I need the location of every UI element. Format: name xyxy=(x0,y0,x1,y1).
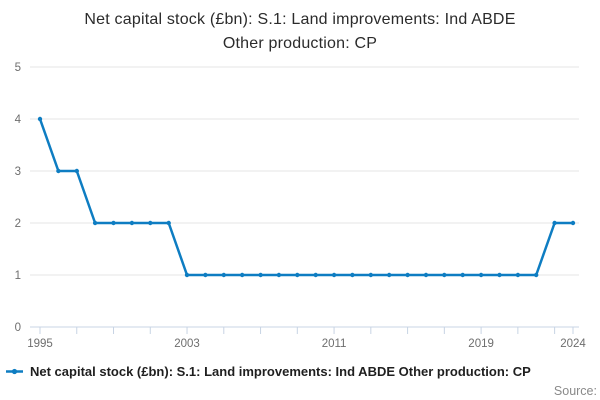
y-axis-tick-label: 5 xyxy=(15,62,21,74)
data-point[interactable] xyxy=(387,272,392,278)
data-point[interactable] xyxy=(37,116,43,122)
data-point[interactable] xyxy=(92,220,98,226)
x-axis-tick-label: 1995 xyxy=(27,338,53,350)
chart-title: Net capital stock (£bn): S.1: Land impro… xyxy=(0,8,600,56)
data-point[interactable] xyxy=(166,220,171,226)
data-point[interactable] xyxy=(276,272,282,278)
data-point[interactable] xyxy=(350,272,355,278)
legend-item[interactable]: Net capital stock (£bn): S.1: Land impro… xyxy=(6,364,598,379)
x-axis-tick-label: 2011 xyxy=(322,338,347,350)
x-axis-tick-label: 2024 xyxy=(560,338,586,350)
chart-title-line1: Net capital stock (£bn): S.1: Land impro… xyxy=(84,11,516,28)
data-point[interactable] xyxy=(148,220,153,226)
legend-label: Net capital stock (£bn): S.1: Land impro… xyxy=(30,364,531,379)
x-axis-tick-label: 2003 xyxy=(174,338,200,350)
data-point[interactable] xyxy=(570,220,576,226)
data-point[interactable] xyxy=(442,272,447,278)
data-point[interactable] xyxy=(331,272,337,278)
x-axis-tick-label: 2019 xyxy=(468,338,494,350)
data-point[interactable] xyxy=(74,168,80,174)
data-point[interactable] xyxy=(184,272,190,278)
series-line xyxy=(38,117,575,277)
data-point[interactable] xyxy=(313,272,318,278)
data-point[interactable] xyxy=(534,272,539,278)
y-axis-tick-label: 4 xyxy=(15,114,22,126)
data-point[interactable] xyxy=(56,168,61,174)
data-point[interactable] xyxy=(368,272,373,278)
data-point[interactable] xyxy=(423,272,429,278)
data-point[interactable] xyxy=(111,220,116,226)
y-axis-tick-label: 0 xyxy=(15,322,21,334)
data-point[interactable] xyxy=(203,272,208,278)
data-point[interactable] xyxy=(478,272,484,278)
data-point[interactable] xyxy=(552,220,557,226)
data-point[interactable] xyxy=(258,272,263,278)
data-point[interactable] xyxy=(240,272,245,278)
source-label: Source: xyxy=(553,384,597,398)
data-point[interactable] xyxy=(221,272,226,278)
legend-series-marker-icon xyxy=(6,368,23,375)
data-point[interactable] xyxy=(460,272,465,278)
data-point[interactable] xyxy=(405,272,410,278)
chart-title-line2: Other production: CP xyxy=(222,35,378,52)
y-axis-tick-label: 3 xyxy=(15,166,21,178)
data-point[interactable] xyxy=(497,272,502,278)
data-point[interactable] xyxy=(515,272,521,278)
y-axis-tick-label: 1 xyxy=(15,270,21,282)
data-point[interactable] xyxy=(129,220,135,226)
data-point[interactable] xyxy=(295,272,300,278)
y-axis-tick-label: 2 xyxy=(15,218,21,230)
